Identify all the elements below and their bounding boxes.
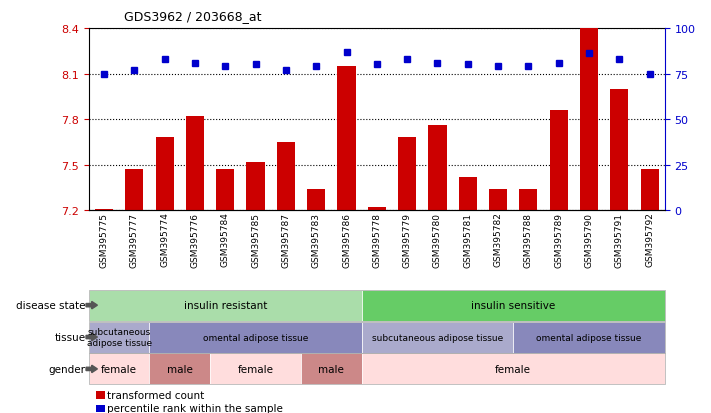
Text: omental adipose tissue: omental adipose tissue	[536, 333, 642, 342]
Text: percentile rank within the sample: percentile rank within the sample	[107, 404, 283, 413]
Text: female: female	[496, 364, 531, 374]
Text: male: male	[319, 364, 344, 374]
Bar	[519, 190, 538, 413]
Bar	[125, 170, 144, 413]
Text: GDS3962 / 203668_at: GDS3962 / 203668_at	[124, 10, 262, 23]
Text: subcutaneous
adipose tissue: subcutaneous adipose tissue	[87, 328, 151, 347]
Bar	[95, 209, 113, 413]
Bar	[307, 190, 326, 413]
Text: gender: gender	[48, 364, 85, 374]
Bar	[489, 190, 507, 413]
Text: omental adipose tissue: omental adipose tissue	[203, 333, 309, 342]
Bar	[216, 170, 235, 413]
Bar	[459, 177, 477, 413]
Bar	[428, 126, 447, 413]
Bar	[610, 90, 629, 413]
Bar	[338, 67, 356, 413]
Text: female: female	[237, 364, 274, 374]
Bar	[398, 138, 416, 413]
Text: transformed count: transformed count	[107, 390, 205, 400]
Text: insulin sensitive: insulin sensitive	[471, 300, 555, 311]
Bar	[156, 138, 173, 413]
Text: male: male	[167, 364, 193, 374]
Text: insulin resistant: insulin resistant	[183, 300, 267, 311]
Bar	[550, 111, 568, 413]
Bar	[247, 162, 264, 413]
Text: female: female	[101, 364, 137, 374]
Bar	[641, 170, 658, 413]
Text: tissue: tissue	[54, 332, 85, 342]
Bar	[186, 117, 204, 413]
Text: disease state: disease state	[16, 300, 85, 311]
Text: subcutaneous adipose tissue: subcutaneous adipose tissue	[372, 333, 503, 342]
Bar	[580, 29, 598, 413]
Bar	[368, 208, 386, 413]
Bar	[277, 142, 295, 413]
